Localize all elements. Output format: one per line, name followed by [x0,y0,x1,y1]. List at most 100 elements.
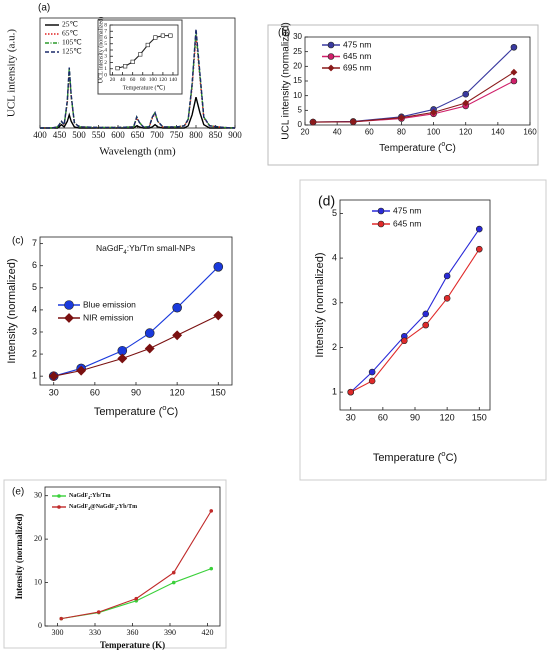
y-tick-label: 10 [293,91,302,100]
x-tick-label: 20 [301,127,310,136]
annotation-sub: 4 [123,250,127,256]
x-axis-label-part: Temperature ( [379,143,442,154]
marker [96,610,101,614]
y-tick-label: 4 [32,304,37,314]
legend-label-part: NaGdF [69,504,88,510]
series-line [53,266,219,377]
x-tick-label: 850 [209,130,223,140]
legend-label-sub: 4 [115,506,118,511]
plot-frame [39,236,233,386]
x-axis-label: Temperature (℃) [123,84,165,91]
marker [327,53,335,60]
marker [117,353,128,364]
annotation-part: NaGdF [96,243,123,253]
x-tick-label: 30 [49,387,59,397]
x-tick-label: 700 [150,130,164,140]
x-tick-label: 20 [110,77,116,83]
y-tick-label: 7 [32,238,37,248]
legend-label: 65℃ [62,29,79,38]
x-tick-label: 40 [120,77,126,83]
legend-label: NaGdF4:Yb/Tm [69,493,110,500]
y-tick-label: 0 [298,120,303,129]
y-axis-label: Intensity (normalized) [314,252,326,357]
x-tick-label: 420 [202,628,214,637]
x-axis-label-sup: o [441,141,445,148]
marker [400,337,408,345]
x-tick-label: 140 [169,77,178,83]
inset-box [97,19,183,95]
marker [48,371,59,382]
legend-label-part: @NaGdF [90,504,115,510]
x-axis-label: Temperature (oC) [94,403,178,418]
y-tick-label: 6 [104,35,107,41]
x-tick-label: 750 [170,130,184,140]
y-tick-label: 10 [34,577,42,586]
x-axis-label: Temperature (oC) [379,141,456,153]
marker [327,64,335,72]
marker [327,41,335,49]
marker [57,505,61,509]
series-line [350,228,480,393]
series-line [40,28,236,129]
marker [462,99,470,107]
x-tick-label: 800 [189,130,203,140]
y-axis-label: Intensity (normalized) [14,514,24,600]
y-tick-label: 1 [332,387,337,397]
x-tick-label: 60 [378,412,388,422]
x-axis-label-part: C) [167,406,179,418]
y-tick-label: 6 [32,260,37,270]
y-tick-label: 0 [38,621,42,630]
legend-label: 475 nm [343,39,371,49]
x-tick-label: 90 [131,387,141,397]
plot-frame [304,36,531,126]
y-tick-label: 7 [104,29,107,35]
x-tick-label: 30 [346,412,356,422]
y-tick-label: 0 [104,72,107,78]
marker [64,313,74,323]
marker [349,118,357,126]
y-tick-label: 1 [104,66,107,72]
marker [377,220,385,228]
x-tick-label: 120 [159,77,168,83]
marker [377,207,385,215]
legend-label: NIR emission [83,312,134,322]
y-axis-label: Intensity (normalized) [6,258,18,363]
marker [171,570,176,575]
x-axis-label-part: C) [445,143,456,154]
x-tick-label: 550 [92,130,106,140]
annotation: NaGdF4:Yb/Tm small-NPs [96,243,195,255]
x-axis-label: Temperature (oC) [373,449,457,464]
marker [134,596,139,601]
marker [123,64,128,69]
marker [347,388,355,396]
marker [443,272,451,280]
plot-frame [339,199,491,411]
marker [422,321,430,329]
x-tick-label: 360 [127,628,139,637]
x-axis-label-sup: o [162,403,166,412]
x-tick-label: 900 [228,130,242,140]
marker [475,225,483,233]
y-tick-label: 3 [332,297,337,307]
y-tick-label: 20 [293,61,302,70]
x-tick-label: 60 [365,127,374,136]
x-axis-label: Wavelength (nm) [99,146,176,158]
marker [138,52,143,57]
x-tick-label: 650 [131,130,145,140]
panel-border [3,479,227,649]
marker [430,108,437,116]
series-line [61,568,212,620]
y-tick-label: 2 [104,60,107,66]
x-tick-label: 140 [491,127,505,136]
marker [209,509,214,513]
y-tick-label: 5 [104,41,107,47]
y-axis-label: UCL intensity (normalized) [281,22,292,139]
panel-label: (d) [318,193,335,209]
x-tick-label: 120 [170,387,185,397]
legend-label: 645 nm [343,51,371,61]
y-tick-label: 5 [32,282,37,292]
marker [398,114,405,122]
legend-label-sub: 4 [88,506,91,511]
y-tick-label: 20 [34,534,42,543]
